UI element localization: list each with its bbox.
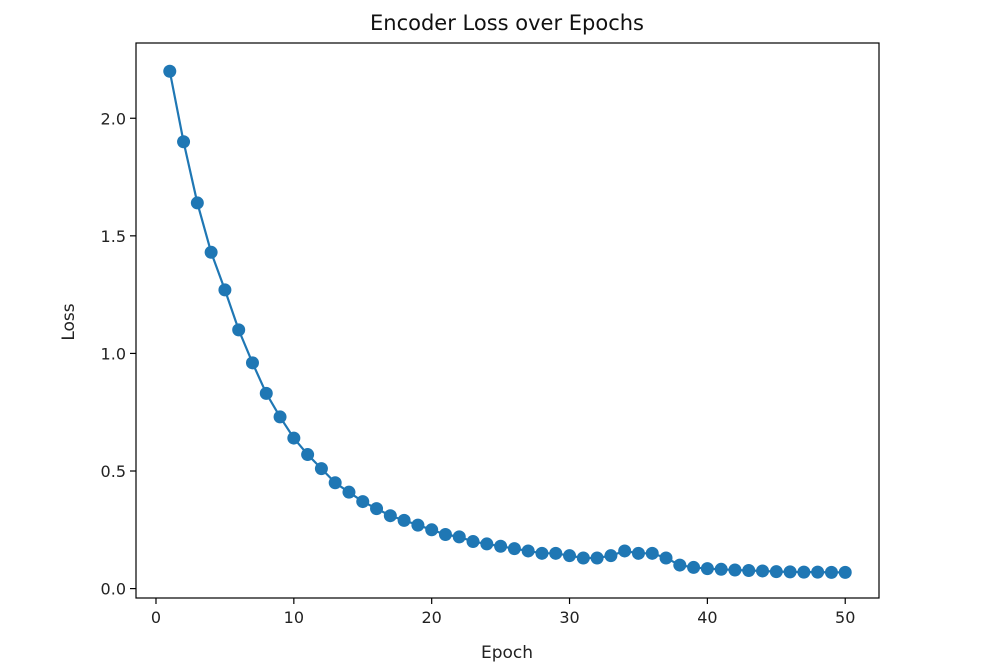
x-tick-label: 20 (422, 608, 442, 627)
loss-point (631, 546, 645, 560)
loss-point (590, 551, 604, 565)
loss-point (259, 386, 273, 400)
loss-point (618, 544, 632, 558)
loss-point (659, 551, 673, 565)
loss-point (438, 528, 452, 542)
y-tick-label: 0.5 (101, 462, 126, 481)
loss-point (466, 535, 480, 549)
loss-point (742, 563, 756, 577)
loss-point (714, 562, 728, 576)
x-axis-ticks: 0 10 20 30 40 50 (151, 598, 855, 627)
loss-point (728, 563, 742, 577)
loss-point (177, 135, 191, 149)
loss-point (811, 565, 825, 579)
loss-point (783, 565, 797, 579)
x-tick-label: 50 (835, 608, 855, 627)
x-tick-label: 40 (697, 608, 717, 627)
x-tick-label: 0 (151, 608, 161, 627)
loss-point (824, 565, 838, 579)
x-tick-label: 10 (284, 608, 304, 627)
loss-point (411, 518, 425, 532)
loss-point (397, 513, 411, 527)
loss-point (356, 495, 370, 509)
plot-area (135, 42, 880, 599)
loss-point (838, 565, 852, 579)
loss-point (563, 549, 577, 563)
y-axis-label: Loss (59, 303, 79, 340)
loss-point (549, 546, 563, 560)
x-axis-label: Epoch (481, 643, 533, 663)
loss-point (204, 245, 218, 259)
loss-point (797, 565, 811, 579)
loss-point (494, 539, 508, 553)
loss-point (287, 431, 301, 445)
loss-point (700, 562, 714, 576)
loss-point (190, 196, 204, 210)
chart-title: Encoder Loss over Epochs (370, 11, 644, 35)
loss-point (425, 523, 439, 537)
loss-point (535, 546, 549, 560)
loss-point (301, 448, 315, 462)
loss-point (756, 564, 770, 578)
loss-point (328, 476, 342, 490)
loss-point (769, 565, 783, 579)
loss-point (245, 356, 259, 370)
loss-point (507, 542, 521, 556)
y-axis-ticks: 0.0 0.5 1.0 1.5 2.0 (101, 109, 136, 599)
loss-point (521, 544, 535, 558)
loss-point (314, 462, 328, 476)
x-tick-label: 30 (559, 608, 579, 627)
loss-point (342, 485, 356, 499)
loss-point (273, 410, 287, 424)
loss-point (383, 509, 397, 523)
y-tick-label: 1.0 (101, 344, 126, 363)
loss-point (480, 537, 494, 551)
loss-point (604, 549, 618, 563)
loss-point (218, 283, 232, 297)
loss-point (687, 560, 701, 574)
loss-point (576, 551, 590, 565)
plot-frame (135, 42, 880, 599)
loss-point (673, 558, 687, 572)
loss-point (452, 530, 466, 544)
loss-point (163, 64, 177, 78)
loss-point (370, 502, 384, 516)
loss-point (645, 546, 659, 560)
y-tick-label: 2.0 (101, 109, 126, 128)
loss-point (232, 323, 246, 337)
y-tick-label: 0.0 (101, 580, 126, 599)
y-tick-label: 1.5 (101, 227, 126, 246)
